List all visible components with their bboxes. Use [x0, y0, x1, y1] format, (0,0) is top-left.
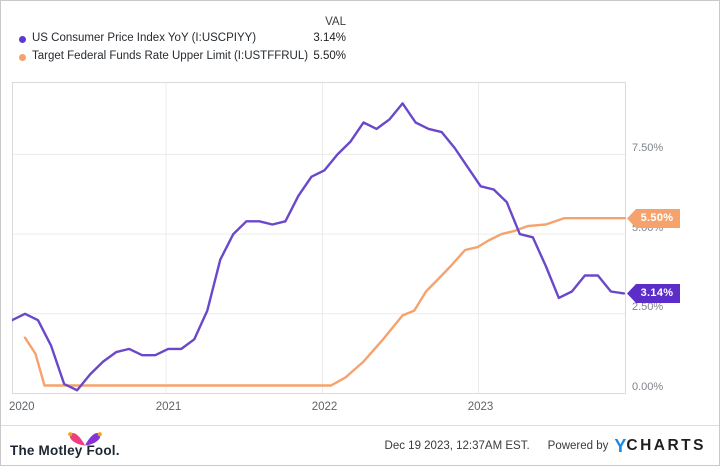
- ycharts-logo[interactable]: Y CHARTS: [614, 437, 706, 455]
- legend-val-header: VAL: [325, 16, 346, 28]
- x-tick-2020: 2020: [9, 401, 35, 413]
- x-tick-2023: 2023: [467, 401, 494, 413]
- fedfunds-series-value: 5.50%: [313, 50, 346, 62]
- x-tick-2021: 2021: [155, 401, 182, 413]
- motley-fool-logo[interactable]: The Motley Fool.: [10, 431, 130, 459]
- footer-attribution: Dec 19 2023, 12:37AM EST. Powered by Y C…: [385, 437, 706, 455]
- y-tick-2-50: 2.50%: [632, 301, 664, 313]
- fedfunds-line: [23, 216, 628, 387]
- y-tick-0-00: 0.00%: [632, 380, 664, 393]
- ycharts-wordmark: CHARTS: [626, 437, 706, 454]
- line-chart: [10, 82, 628, 394]
- fedfunds-value-badge: 5.50%: [627, 209, 680, 228]
- cpi-series-label: US Consumer Price Index YoY (I:USCPIYY): [32, 32, 257, 44]
- fedfunds-series-label: Target Federal Funds Rate Upper Limit (I…: [32, 50, 309, 62]
- jester-hat-icon: [68, 432, 102, 446]
- powered-by-label: Powered by: [547, 440, 609, 452]
- cpi-series-dot-icon: [19, 36, 26, 43]
- x-tick-2022: 2022: [311, 401, 338, 413]
- ycharts-y-mark: Y: [614, 436, 627, 456]
- y-tick-7-50: 7.50%: [632, 142, 664, 154]
- fedfunds-series-dot-icon: [19, 54, 26, 61]
- cpi-value-badge: 3.14%: [627, 284, 680, 303]
- chart-timestamp: Dec 19 2023, 12:37AM EST.: [384, 440, 530, 452]
- motley-fool-wordmark: The Motley Fool.: [10, 443, 120, 458]
- plot-border: [12, 82, 626, 394]
- plot-area: [10, 82, 628, 394]
- cpi-series-value: 3.14%: [313, 32, 346, 44]
- footer-divider: [1, 425, 719, 426]
- cpi-line: [10, 102, 626, 392]
